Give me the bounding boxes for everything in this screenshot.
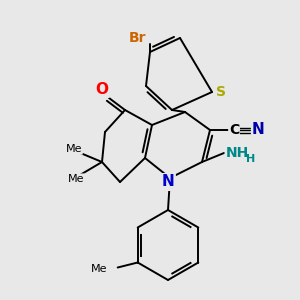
Text: H: H <box>246 154 256 164</box>
Text: N: N <box>252 122 264 137</box>
Text: Br: Br <box>129 31 147 45</box>
Text: C: C <box>229 123 239 137</box>
Text: NH: NH <box>225 146 249 160</box>
Text: N: N <box>162 175 174 190</box>
Text: Me: Me <box>66 144 82 154</box>
Text: S: S <box>216 85 226 99</box>
Text: Me: Me <box>91 263 108 274</box>
Text: O: O <box>95 82 109 97</box>
Text: Me: Me <box>68 174 84 184</box>
